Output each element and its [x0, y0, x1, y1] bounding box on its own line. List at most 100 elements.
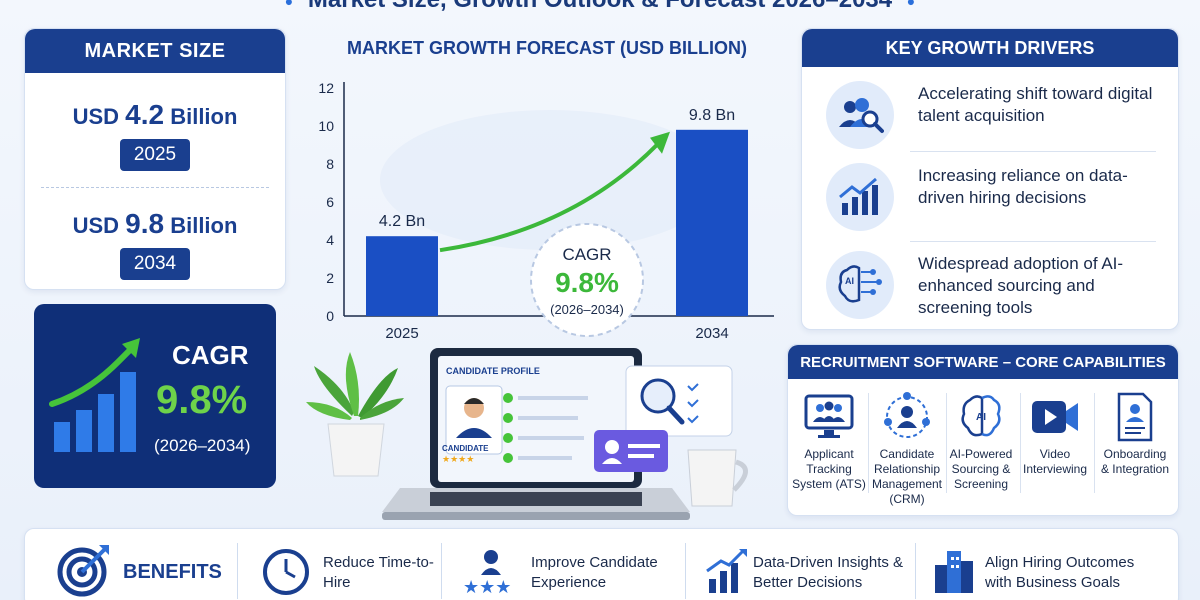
svg-text:AI: AI	[845, 276, 854, 286]
title-dot-left: ●	[284, 0, 294, 9]
growth-arrow-head	[650, 131, 670, 154]
ms-prefix: USD	[72, 104, 120, 129]
driver-text: Accelerating shift toward digital talent…	[918, 84, 1153, 125]
benefit-text: Data-Driven Insights & Better Decisions	[753, 554, 904, 591]
candidate-stars: ★★★★	[442, 454, 475, 464]
cagr-label: CAGR	[172, 340, 249, 370]
bar	[366, 236, 438, 316]
benefit-text: Align Hiring Outcomes with Business Goal…	[985, 554, 1135, 591]
growth-chart: 0 2 4 6 8 10 12 4.2 Bn 2025 9.8 Bn 2034 CAGR 9.8% (20…	[318, 80, 774, 342]
capability-item: AI AI-Powered Sourcing & Screening	[944, 391, 1018, 492]
document-person-icon	[1098, 391, 1172, 443]
x-tick-label: 2025	[385, 325, 418, 342]
capability-divider	[1094, 393, 1095, 493]
candidate-label: CANDIDATE	[442, 444, 489, 453]
title-dot-right: ●	[906, 0, 916, 9]
x-tick-label: 2034	[695, 325, 728, 342]
y-tick-label: 8	[326, 156, 334, 172]
data-label: 9.8 Bn	[689, 107, 735, 124]
capability-item: Applicant Tracking System (ATS)	[792, 391, 866, 492]
cagr-circle	[530, 223, 644, 337]
target-icon	[57, 545, 109, 597]
capability-item: Onboarding & Integration	[1098, 391, 1172, 477]
cagr-annotation-value: 9.8%	[555, 267, 619, 298]
y-tick-label: 6	[326, 194, 334, 210]
bar-growth-icon	[706, 549, 747, 593]
driver-text: Widespread adoption of AI-enhanced sourc…	[918, 254, 1124, 317]
buildings-icon	[935, 551, 973, 593]
ms-value: 4.2	[125, 99, 165, 130]
svg-text:AI: AI	[976, 412, 986, 423]
market-size-divider	[41, 187, 269, 188]
ms-value: 9.8	[125, 208, 165, 239]
ai-head-icon: AI	[944, 391, 1018, 443]
ai-brain-icon: AI	[826, 251, 894, 319]
market-size-header: MARKET SIZE	[25, 29, 285, 73]
benefit-divider	[237, 543, 238, 599]
video-camera-icon	[1018, 391, 1092, 443]
y-tick-label: 10	[318, 118, 334, 134]
ms-unit: Billion	[170, 213, 238, 238]
benefit-text: Reduce Time-to-Hire	[323, 554, 434, 591]
page-title: Market Size, Growth Outlook & Forecast 2…	[308, 0, 892, 13]
map-backdrop	[380, 110, 720, 250]
year-badge: 2034	[119, 248, 191, 280]
key-drivers-card: KEY GROWTH DRIVERS Accelerating shift to…	[801, 28, 1179, 330]
benefits-title: BENEFITS	[123, 561, 222, 583]
growth-chart-icon	[826, 163, 894, 231]
capability-divider	[946, 393, 947, 493]
y-tick-label: 2	[326, 270, 334, 286]
capability-item: Video Interviewing	[1018, 391, 1092, 477]
cagr-value: 9.8%	[156, 378, 248, 422]
capability-divider	[868, 393, 869, 493]
monitor-team-icon	[792, 391, 866, 443]
y-tick-label: 4	[326, 232, 334, 248]
capability-item: Candidate Relationship Management (CRM)	[870, 391, 944, 507]
driver-divider	[910, 241, 1156, 242]
chart-title: MARKET GROWTH FORECAST (USD BILLION)	[347, 38, 747, 58]
growth-arrow	[439, 142, 660, 253]
driver-text: Increasing reliance on data-driven hirin…	[918, 166, 1128, 207]
network-people-icon	[870, 391, 944, 443]
clock-icon	[263, 549, 309, 595]
ms-unit: Billion	[170, 104, 238, 129]
benefits-bar: BENEFITS Reduce Time-to-Hire ★★★ Improve…	[24, 528, 1179, 600]
benefit-divider	[915, 543, 916, 599]
y-tick-label: 12	[318, 80, 334, 96]
people-search-icon	[826, 81, 894, 149]
market-size-2034: USD 9.8 Billion 2034	[25, 208, 285, 280]
key-drivers-header: KEY GROWTH DRIVERS	[802, 29, 1178, 67]
cagr-period: (2026–2034)	[154, 436, 251, 455]
driver-item: AI Widespread adoption of AI-enhanced so…	[802, 243, 1180, 325]
driver-item: Accelerating shift toward digital talent…	[802, 73, 1180, 155]
bar	[676, 129, 748, 316]
ms-prefix: USD	[72, 213, 120, 238]
benefit-divider	[685, 543, 686, 599]
market-size-card: MARKET SIZE USD 4.2 Billion 2025 USD 9.8…	[24, 28, 286, 290]
y-tick-label: 0	[326, 308, 334, 324]
capability-label: Applicant Tracking System (ATS)	[792, 447, 866, 491]
driver-item: Increasing reliance on data-driven hirin…	[802, 155, 1180, 237]
cagr-annotation-label: CAGR	[562, 245, 611, 264]
benefit-divider	[441, 543, 442, 599]
cagr-annotation-period: (2026–2034)	[550, 302, 624, 317]
driver-divider	[910, 151, 1156, 152]
cagr-card: CAGR 9.8% (2026–2034)	[34, 304, 276, 488]
capability-label: Onboarding & Integration	[1100, 447, 1170, 476]
market-size-2025: USD 4.2 Billion 2025	[25, 99, 285, 171]
benefit-text: Improve Candidate Experience	[531, 554, 658, 591]
candidate-stars-icon: ★★★	[463, 550, 511, 597]
svg-text:★★★: ★★★	[463, 577, 511, 597]
profile-title: CANDIDATE PROFILE	[446, 366, 540, 376]
capability-label: Video Interviewing	[1022, 447, 1088, 476]
page-title-strip: ● Market Size, Growth Outlook & Forecast…	[0, 0, 1200, 13]
core-capabilities-card: RECRUITMENT SOFTWARE – CORE CAPABILITIES…	[787, 344, 1179, 516]
core-capabilities-header: RECRUITMENT SOFTWARE – CORE CAPABILITIES	[788, 345, 1178, 379]
capability-divider	[1020, 393, 1021, 493]
laptop-illustration: CANDIDATE PROFILE CANDIDATE ★★★★	[300, 346, 780, 531]
year-badge: 2025	[119, 139, 191, 171]
data-label: 4.2 Bn	[379, 213, 425, 230]
plant-icon	[306, 352, 404, 477]
capability-label: Candidate Relationship Management (CRM)	[871, 447, 943, 506]
growth-bars-icon	[49, 338, 140, 452]
